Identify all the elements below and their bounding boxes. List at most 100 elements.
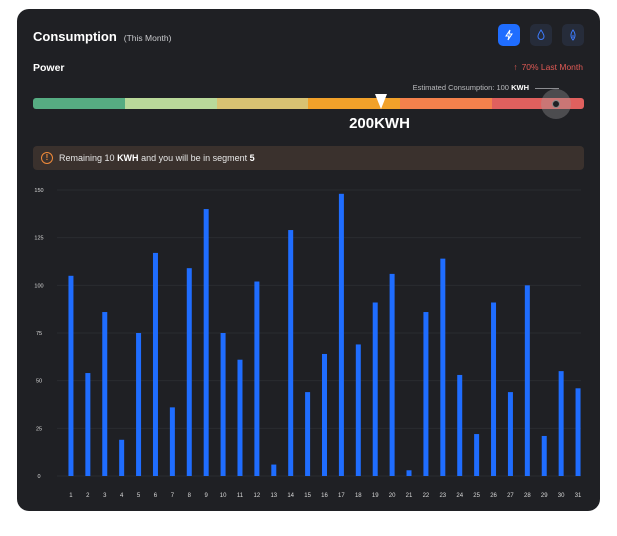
bar-day-3 [102,312,108,476]
bar-day-5 [136,333,142,476]
alert-prefix: Remaining 10 [59,153,115,163]
y-tick-label: 50 [36,379,42,385]
bar-day-1 [68,275,74,476]
segment-4 [308,98,401,109]
segment-1 [33,98,125,109]
segment-5 [400,98,493,109]
x-tick-label: 19 [372,493,379,499]
segment-2 [124,98,217,109]
x-tick-label: 4 [120,493,124,499]
segment-alert: ! Remaining 10 KWH and you will be in se… [33,146,584,170]
x-tick-label: 23 [439,493,446,499]
bar-day-12 [254,281,260,476]
card-title: Consumption [33,29,117,44]
bar-day-28 [524,285,530,476]
bar-day-22 [423,312,429,476]
x-tick-label: 7 [171,493,175,499]
alert-segment: 5 [249,153,255,163]
bar-day-6 [152,252,158,476]
bar-day-8 [186,268,192,476]
x-tick-label: 28 [524,493,531,499]
segment-6 [492,98,584,109]
bar-day-2 [85,373,91,476]
segment-bar [33,98,584,109]
bar-day-7 [169,407,175,476]
current-consumption-value: 200KWH [349,115,410,132]
x-tick-label: 22 [423,493,430,499]
segment-3 [216,98,309,109]
lightning-icon [505,29,513,41]
x-tick-label: 21 [406,493,413,499]
x-tick-label: 11 [237,493,244,499]
x-tick-label: 27 [507,493,514,499]
current-position-marker [375,94,387,109]
trend-up-icon: ↑ [513,62,518,72]
x-tick-label: 18 [355,493,362,499]
x-tick-label: 10 [220,493,227,499]
bar-day-9 [203,209,209,477]
estimated-consumption: Estimated Consumption: 100 KWH [413,83,529,92]
alert-middle: and you will be in segment [141,153,248,163]
x-tick-label: 13 [270,493,277,499]
bar-day-16 [322,353,327,476]
estimated-label: Estimated Consumption: 100 [412,83,509,92]
x-tick-label: 5 [137,493,141,499]
y-tick-label: 0 [37,474,40,480]
bar-day-24 [457,374,463,476]
bar-day-10 [220,333,226,476]
bar-day-4 [119,439,125,476]
title-row: Consumption (This Month) [33,29,171,44]
x-tick-label: 3 [103,493,107,499]
bar-day-17 [338,193,344,476]
bar-day-30 [558,371,564,476]
y-tick-label: 75 [36,331,42,337]
water-tab-button[interactable] [530,24,552,46]
x-tick-label: 25 [473,493,480,499]
estimated-unit: KWH [511,83,529,92]
gas-tab-button[interactable] [562,24,584,46]
x-tick-label: 17 [338,493,345,499]
x-tick-label: 30 [558,493,565,499]
x-tick-label: 20 [389,493,396,499]
bar-day-21 [406,470,412,476]
bar-day-25 [474,434,480,476]
x-tick-label: 1 [69,493,73,499]
x-tick-label: 12 [254,493,261,499]
x-tick-label: 6 [154,493,158,499]
alert-unit: KWH [117,153,139,163]
estimate-marker-dot[interactable] [552,100,560,108]
bar-day-31 [575,388,581,476]
gas-icon [570,29,576,41]
consumption-card: Consumption (This Month) Power ↑ 70% Las… [17,9,600,511]
bar-day-13 [271,464,277,476]
bar-day-23 [440,258,446,476]
y-tick-label: 100 [34,283,43,289]
x-tick-label: 24 [456,493,463,499]
y-tick-label: 150 [34,188,43,194]
x-tick-label: 26 [490,493,497,499]
trend-text: 70% Last Month [521,62,583,72]
x-tick-label: 9 [205,493,209,499]
bar-day-26 [491,302,497,476]
electricity-tab-button[interactable] [498,24,520,46]
bar-day-15 [305,392,311,476]
x-tick-label: 14 [287,493,294,499]
bar-day-14 [288,230,294,476]
bar-day-19 [372,302,378,476]
x-tick-label: 29 [541,493,548,499]
bar-day-27 [507,392,513,476]
x-tick-label: 15 [304,493,311,499]
estimate-connector [535,88,559,89]
x-tick-label: 8 [188,493,192,499]
alert-text: Remaining 10 KWH and you will be in segm… [59,153,255,163]
x-tick-label: 31 [575,493,582,499]
bar-day-20 [389,273,395,476]
trend-indicator: ↑ 70% Last Month [513,62,583,72]
bar-day-29 [541,435,547,476]
water-drop-icon [537,29,545,40]
warning-icon: ! [41,152,53,164]
x-tick-label: 16 [321,493,328,499]
y-tick-label: 25 [36,426,42,432]
card-subtitle: (This Month) [123,33,172,43]
